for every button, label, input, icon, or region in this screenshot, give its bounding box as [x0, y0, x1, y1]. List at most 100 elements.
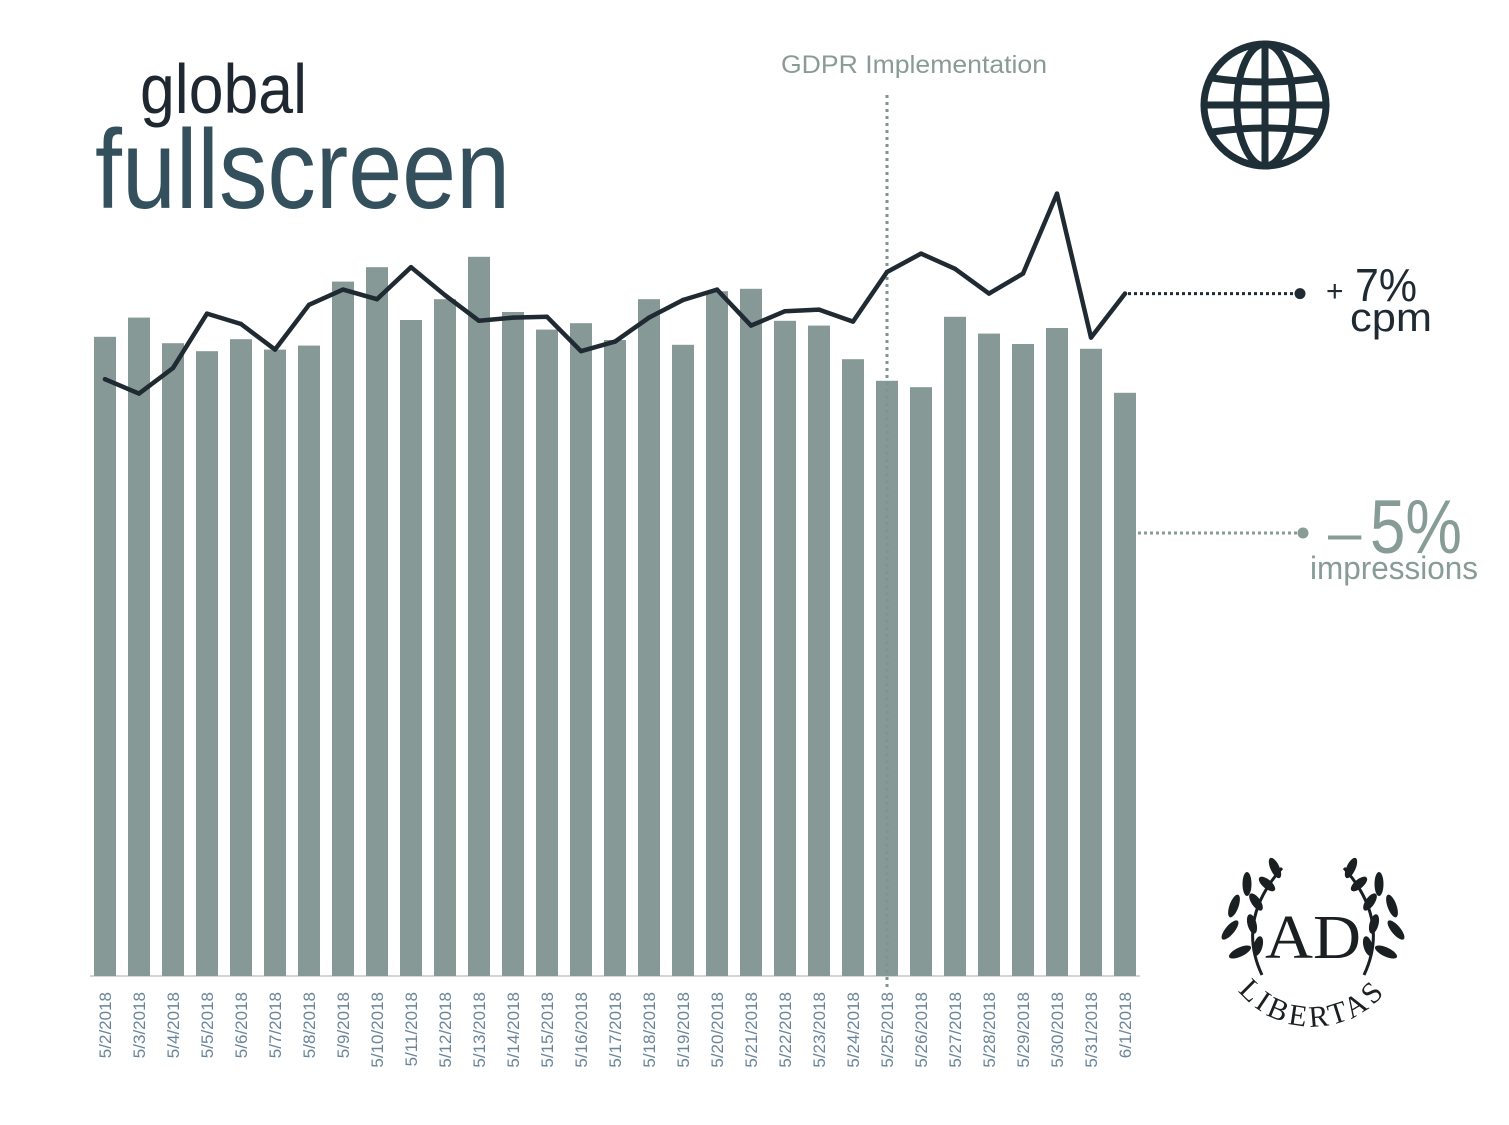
bar-impressions — [638, 299, 660, 976]
x-tick-label: 6/1/2018 — [1116, 992, 1135, 1058]
x-tick-label: 5/27/2018 — [946, 992, 965, 1068]
bar-impressions — [1080, 348, 1102, 976]
cpm-point — [476, 318, 482, 323]
cpm-point — [1088, 335, 1094, 340]
title-fullscreen: fullscreen — [95, 107, 510, 232]
bar-impressions — [740, 288, 762, 976]
bar-impressions — [332, 281, 354, 977]
impressions-change-sign: – — [1328, 499, 1362, 566]
bar-impressions — [196, 351, 218, 976]
bar-impressions — [264, 349, 286, 977]
x-tick-label: 5/16/2018 — [572, 992, 591, 1068]
cpm-point — [884, 269, 890, 275]
impressions-change-value: 5% — [1370, 485, 1462, 570]
x-tick-label: 5/25/2018 — [878, 992, 897, 1068]
x-tick-label: 5/8/2018 — [300, 992, 319, 1058]
bar-impressions — [570, 323, 592, 976]
ad-libertas-logo: AD LIBERTAS — [1217, 854, 1409, 1035]
cpm-point — [1122, 291, 1128, 296]
x-tick-label: 5/13/2018 — [470, 992, 489, 1068]
cpm-point — [782, 309, 788, 314]
cpm-point — [850, 319, 856, 324]
logo-wordmark: LIBERTAS — [1233, 973, 1393, 1035]
bar-impressions — [162, 343, 184, 976]
x-tick-label: 5/6/2018 — [232, 992, 251, 1058]
x-tick-label: 5/12/2018 — [436, 992, 455, 1068]
x-tick-label: 5/19/2018 — [674, 992, 693, 1068]
cpm-point — [510, 315, 516, 320]
cpm-point — [680, 297, 686, 303]
logo-wordmark-path: LIBERTAS — [1233, 973, 1389, 1035]
title-global: global — [140, 50, 307, 128]
x-tick-label: 5/14/2018 — [504, 992, 523, 1068]
x-tick-label: 5/15/2018 — [538, 992, 557, 1068]
cpm-callout-dot — [1294, 288, 1306, 300]
cpm-point — [918, 251, 924, 256]
impressions-bars — [94, 256, 1136, 977]
x-tick-label: 5/10/2018 — [368, 992, 387, 1068]
bar-impressions — [978, 333, 1000, 977]
cpm-point — [748, 323, 754, 328]
bar-impressions — [944, 316, 966, 976]
x-tick-label: 5/26/2018 — [912, 992, 931, 1068]
cpm-point — [170, 365, 176, 371]
bar-impressions — [298, 345, 320, 977]
cpm-point — [816, 307, 822, 312]
cpm-point — [442, 293, 448, 298]
cpm-point — [340, 287, 346, 292]
cpm-point — [408, 265, 414, 270]
bar-impressions — [536, 329, 558, 977]
bar-impressions — [910, 387, 932, 976]
x-tick-label: 5/20/2018 — [708, 992, 727, 1068]
cpm-label: cpm — [1350, 296, 1432, 340]
cpm-line-series — [102, 191, 1128, 396]
x-tick-label: 5/4/2018 — [164, 992, 183, 1058]
impressions-label: impressions — [1310, 550, 1478, 586]
x-tick-label: 5/30/2018 — [1048, 992, 1067, 1068]
cpm-change-value: 7% — [1355, 259, 1417, 311]
bar-impressions — [604, 340, 626, 976]
x-tick-label: 5/11/2018 — [402, 992, 421, 1066]
cpm-point — [1054, 191, 1060, 196]
impressions-callout-dot — [1297, 527, 1309, 539]
cpm-change-sign: + — [1326, 275, 1344, 308]
x-tick-label: 5/18/2018 — [640, 992, 659, 1068]
cpm-point — [272, 347, 278, 352]
x-tick-label: 5/17/2018 — [606, 992, 625, 1068]
bar-impressions — [1114, 392, 1136, 976]
x-tick-label: 5/29/2018 — [1014, 992, 1033, 1068]
bar-impressions — [230, 339, 252, 976]
cpm-point — [612, 339, 618, 344]
logo-monogram: AD — [1265, 904, 1361, 972]
bar-impressions — [434, 299, 456, 976]
globe-icon — [1200, 40, 1330, 170]
cpm-point — [136, 391, 142, 396]
bar-impressions — [842, 359, 864, 976]
cpm-point — [986, 291, 992, 296]
cpm-point — [374, 297, 380, 302]
cpm-point — [578, 349, 584, 354]
x-tick-label: 5/24/2018 — [844, 992, 863, 1068]
cpm-point — [238, 321, 244, 327]
bar-impressions — [808, 325, 830, 977]
x-tick-label: 5/7/2018 — [266, 992, 285, 1058]
cpm-point — [646, 315, 652, 320]
x-tick-labels: 5/2/2018 5/3/2018 5/4/2018 5/5/2018 5/6/2018… — [96, 992, 1135, 1068]
x-tick-label: 5/3/2018 — [130, 992, 149, 1058]
bar-impressions — [1046, 328, 1068, 976]
bar-impressions — [94, 336, 116, 976]
x-tick-label: 5/22/2018 — [776, 992, 795, 1068]
cpm-point — [1020, 271, 1026, 276]
bar-impressions — [366, 267, 388, 976]
bar-impressions — [468, 256, 490, 976]
x-tick-label: 5/21/2018 — [742, 992, 761, 1068]
gdpr-annotation-label: GDPR Implementation — [781, 51, 1047, 79]
cpm-point — [102, 377, 108, 382]
cpm-point — [204, 311, 210, 316]
bar-impressions — [128, 317, 150, 977]
bar-impressions — [1012, 344, 1034, 976]
x-tick-label: 5/2/2018 — [96, 992, 115, 1058]
x-tick-label: 5/23/2018 — [810, 992, 829, 1068]
bar-impressions — [400, 320, 422, 976]
